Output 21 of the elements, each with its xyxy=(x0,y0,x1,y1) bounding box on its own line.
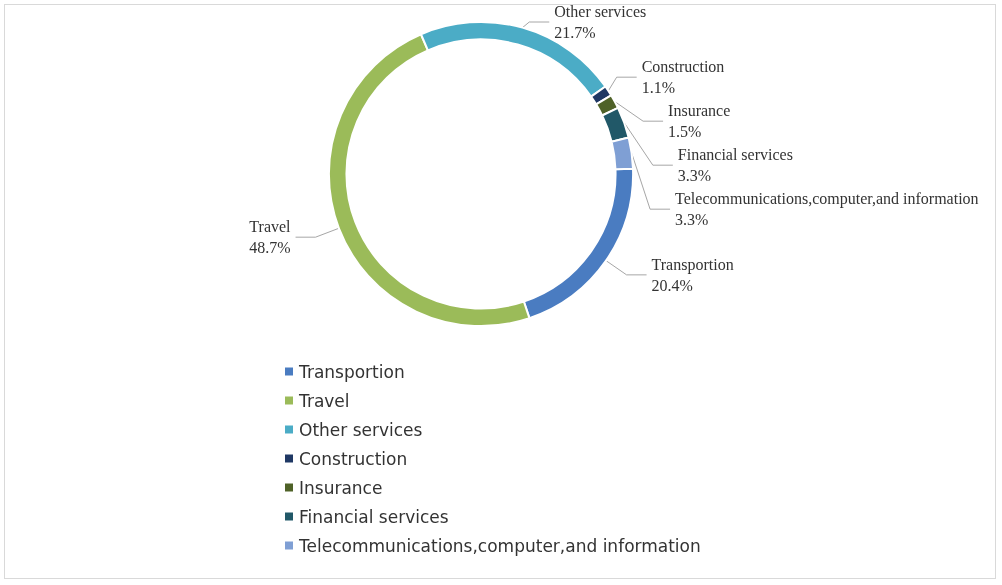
legend-label: Telecommunications,computer,and information xyxy=(298,535,701,556)
data-label: 3.3% xyxy=(675,211,709,229)
slice-label: Financial services xyxy=(677,146,793,164)
data-label: 1.5% xyxy=(668,123,702,141)
legend-label: Insurance xyxy=(299,477,383,498)
data-label: 1.1% xyxy=(641,79,676,97)
legend-label: Travel xyxy=(298,390,350,411)
slice-label: Construction xyxy=(641,58,725,76)
data-label: 20.4% xyxy=(651,276,693,294)
slice-label: Transportion xyxy=(651,255,734,274)
legend-label: Financial services xyxy=(299,506,449,527)
data-label: 3.3% xyxy=(677,167,712,185)
data-label: 21.7% xyxy=(554,24,596,41)
legend-label: Construction xyxy=(299,448,408,469)
data-label: 48.7% xyxy=(249,239,291,257)
legend-label: Other services xyxy=(299,419,423,440)
slice-label: Insurance xyxy=(668,102,731,120)
slice-label: Telecommunications,computer,and information xyxy=(675,190,979,209)
slice-label: Other services xyxy=(554,3,647,20)
legend-label: Transportion xyxy=(298,361,405,382)
slice-label: Travel xyxy=(249,218,292,236)
